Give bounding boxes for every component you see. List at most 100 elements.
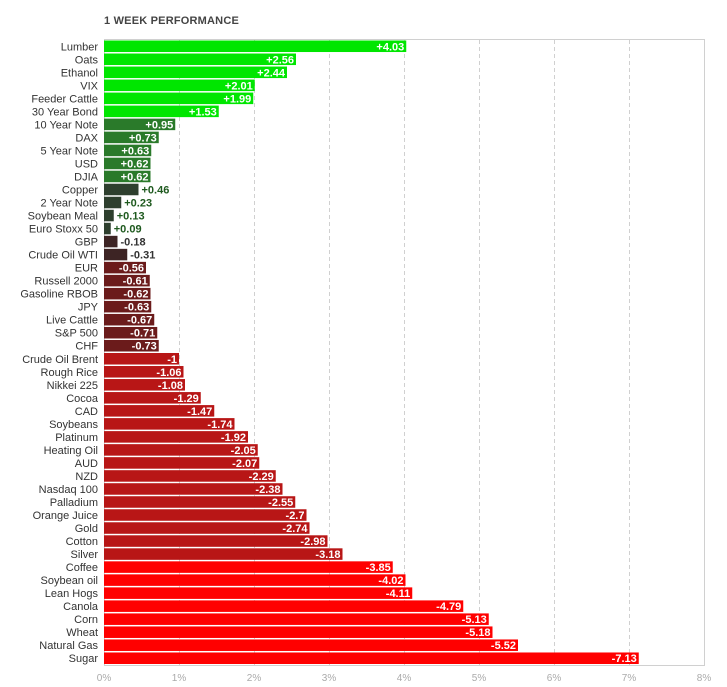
value-label: -0.67 <box>127 315 152 327</box>
bar <box>104 183 139 196</box>
value-label: +0.63 <box>121 145 149 157</box>
value-label: +2.44 <box>257 67 286 79</box>
value-label: -1.74 <box>207 419 233 431</box>
value-label: -5.13 <box>462 614 487 626</box>
x-tick-label: 2% <box>247 673 262 684</box>
category-label: Feeder Cattle <box>31 93 98 105</box>
category-label: Silver <box>70 549 98 561</box>
bar <box>104 522 310 534</box>
category-label: JPY <box>78 302 99 314</box>
x-tick-label: 1% <box>172 673 187 684</box>
value-label: -7.13 <box>612 653 637 665</box>
category-label: Lumber <box>61 41 99 53</box>
bar <box>104 144 152 157</box>
bar <box>104 548 343 560</box>
category-label: EUR <box>75 263 98 275</box>
value-label: -1.29 <box>174 393 199 405</box>
bar <box>104 431 248 443</box>
bar <box>104 40 407 53</box>
value-label: -5.18 <box>465 627 490 639</box>
category-label: Cotton <box>66 536 98 548</box>
bar <box>104 418 235 430</box>
category-label: Canola <box>63 601 99 613</box>
category-label: CAD <box>75 406 98 418</box>
x-tick-label: 4% <box>397 673 412 684</box>
category-label: Rough Rice <box>41 367 98 379</box>
bar <box>104 561 393 573</box>
category-label: 5 Year Note <box>41 145 99 157</box>
value-label: +0.95 <box>145 119 173 131</box>
bar <box>104 79 255 92</box>
category-label: CHF <box>75 341 98 353</box>
category-label: Live Cattle <box>46 315 98 327</box>
category-label: DAX <box>75 132 98 144</box>
category-label: Oats <box>75 54 99 66</box>
bar <box>104 105 219 118</box>
bar <box>104 353 179 365</box>
value-label: +4.03 <box>376 41 404 53</box>
category-label: Nasdaq 100 <box>39 484 98 496</box>
x-tick-label: 6% <box>547 673 562 684</box>
bar <box>104 366 184 378</box>
category-label: VIX <box>80 80 98 92</box>
x-tick-label: 0% <box>97 673 112 684</box>
bar <box>104 196 122 209</box>
value-label: -3.85 <box>366 562 391 574</box>
x-tick-label: 8% <box>697 673 712 684</box>
value-label: -2.74 <box>282 523 308 535</box>
bar <box>104 626 493 638</box>
value-label: -1.47 <box>187 406 212 418</box>
value-label: -4.11 <box>386 588 410 600</box>
value-label: +1.53 <box>189 106 217 118</box>
bar <box>104 444 258 456</box>
category-label: Cocoa <box>66 393 99 405</box>
category-label: Platinum <box>55 432 98 444</box>
value-label: +0.46 <box>142 184 170 196</box>
bar <box>104 313 155 326</box>
bar <box>104 600 464 612</box>
value-label: -4.02 <box>378 575 403 587</box>
category-label: Soybean Meal <box>28 211 98 223</box>
value-label: -1.08 <box>158 380 183 392</box>
value-label: -0.62 <box>123 289 148 301</box>
value-label: +1.99 <box>223 93 251 105</box>
bar <box>104 509 307 521</box>
category-label: Soybeans <box>49 419 98 431</box>
category-label: Natural Gas <box>39 640 98 652</box>
bar <box>104 535 328 547</box>
value-label: +0.62 <box>121 171 149 183</box>
category-label: Orange Juice <box>33 510 98 522</box>
value-label: -2.7 <box>286 510 305 522</box>
category-label: Coffee <box>66 562 98 574</box>
chart-title: 1 WEEK PERFORMANCE <box>104 15 239 27</box>
bar <box>104 326 158 339</box>
value-label: +2.56 <box>266 54 294 66</box>
value-label: +0.09 <box>114 224 142 236</box>
bar <box>104 470 276 482</box>
category-label: Euro Stoxx 50 <box>29 224 98 236</box>
value-label: +2.01 <box>225 80 253 92</box>
category-label: Copper <box>62 184 98 196</box>
category-label: 10 Year Note <box>34 119 98 131</box>
category-label: Sugar <box>69 653 99 665</box>
category-label: GBP <box>75 237 98 249</box>
bar <box>104 379 185 391</box>
value-label: -5.52 <box>491 640 516 652</box>
category-label: Wheat <box>66 627 98 639</box>
category-label: Crude Oil WTI <box>28 250 98 262</box>
category-label: Corn <box>74 614 98 626</box>
bar <box>104 496 296 508</box>
bar <box>104 392 201 404</box>
value-label: +0.13 <box>117 211 145 223</box>
category-label: Ethanol <box>61 67 98 79</box>
bar <box>104 222 111 235</box>
bar <box>104 639 518 651</box>
value-label: -1.06 <box>156 367 181 379</box>
bar <box>104 261 146 274</box>
category-label: Russell 2000 <box>34 276 98 288</box>
category-label: DJIA <box>74 171 99 183</box>
bar <box>104 339 159 352</box>
bar <box>104 483 283 495</box>
